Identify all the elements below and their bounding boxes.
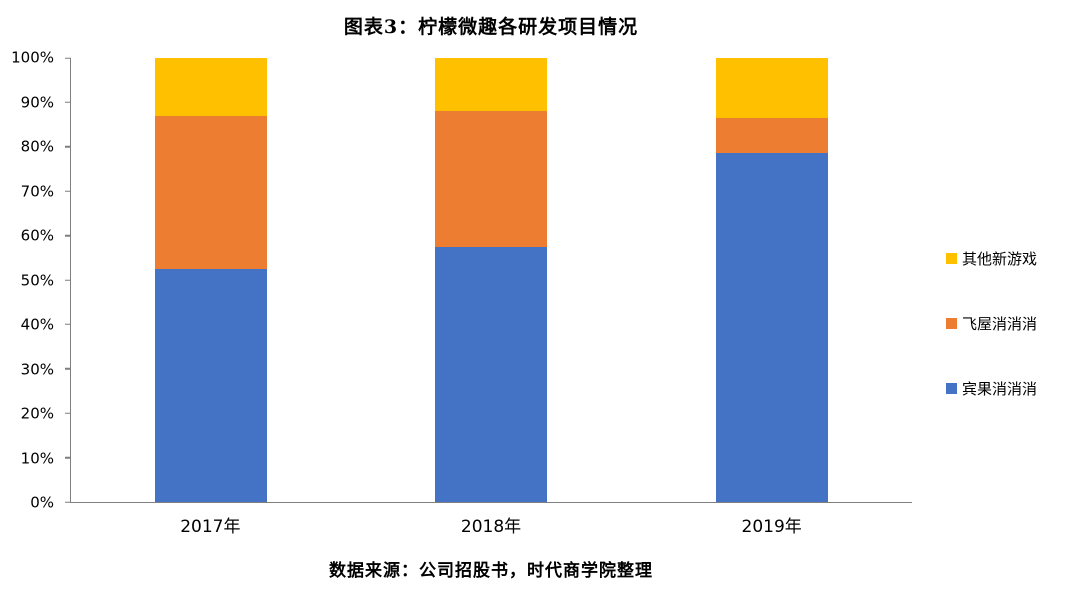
bar-segment-飞屋消消消 [435, 111, 548, 247]
legend-label: 其他新游戏 [962, 250, 1038, 268]
bar-slot [632, 58, 912, 502]
bar-segment-飞屋消消消 [715, 117, 828, 154]
y-tick-mark [65, 146, 71, 148]
stacked-bar-2019年 [715, 58, 828, 502]
bar-slot [71, 58, 351, 502]
y-tick-mark [65, 501, 71, 503]
legend-item-飞屋消消消: 飞屋消消消 [946, 313, 1037, 334]
y-tick-label: 20% [20, 404, 54, 423]
bar-segment-其他新游戏 [155, 58, 268, 116]
bar-segment-飞屋消消消 [155, 115, 268, 269]
y-tick-mark [65, 323, 71, 326]
stacked-bar-2018年 [435, 58, 548, 502]
x-tick-label: 2017年 [180, 517, 241, 537]
y-tick-label: 100% [11, 48, 54, 67]
bar-segment-宾果消消消 [435, 246, 548, 502]
legend-item-其他新游戏: 其他新游戏 [946, 248, 1037, 269]
legend-swatch-icon [946, 383, 957, 394]
bars-area [71, 58, 912, 502]
y-tick-mark [65, 279, 71, 281]
legend-swatch-icon [946, 318, 957, 329]
y-axis: 0% 10% 20% 30% 40% 50% 60% 70% 80% 90% 100% [0, 50, 62, 510]
y-tick-label: 40% [20, 315, 54, 334]
y-tick-mark [65, 190, 71, 192]
bar-segment-其他新游戏 [715, 58, 828, 118]
legend-label: 飞屋消消消 [962, 315, 1038, 333]
y-tick-label: 80% [20, 137, 54, 156]
y-tick-mark [65, 57, 71, 59]
y-tick-mark [65, 101, 71, 104]
bar-segment-宾果消消消 [715, 153, 828, 502]
x-tick-label: 2019年 [741, 517, 802, 537]
bar-segment-其他新游戏 [435, 58, 548, 112]
legend-label: 宾果消消消 [962, 380, 1038, 398]
plot-area [65, 57, 912, 503]
stacked-bar-2017年 [155, 58, 268, 502]
legend: 其他新游戏飞屋消消消宾果消消消 [946, 248, 1037, 399]
y-tick-label: 60% [20, 226, 54, 245]
bar-segment-宾果消消消 [155, 268, 268, 502]
chart-title: 图表3：柠檬微趣各研发项目情况 [343, 16, 639, 38]
y-tick-mark [65, 234, 71, 237]
y-tick-label: 0% [30, 493, 54, 512]
bar-slot [351, 58, 631, 502]
x-tick-label: 2018年 [460, 517, 522, 537]
x-axis: 2017年 2018年 2019年 [70, 512, 912, 537]
y-tick-label: 70% [20, 182, 54, 200]
y-tick-label: 50% [20, 271, 54, 289]
legend-item-宾果消消消: 宾果消消消 [946, 378, 1037, 399]
y-tick-mark [65, 412, 71, 414]
y-tick-label: 90% [20, 93, 54, 111]
y-tick-mark [65, 368, 71, 370]
y-tick-mark [65, 456, 71, 459]
legend-swatch-icon [946, 253, 957, 264]
source-note: 数据来源：公司招股书，时代商学院整理 [329, 561, 653, 581]
y-tick-label: 30% [20, 360, 54, 378]
y-tick-label: 10% [20, 449, 54, 467]
